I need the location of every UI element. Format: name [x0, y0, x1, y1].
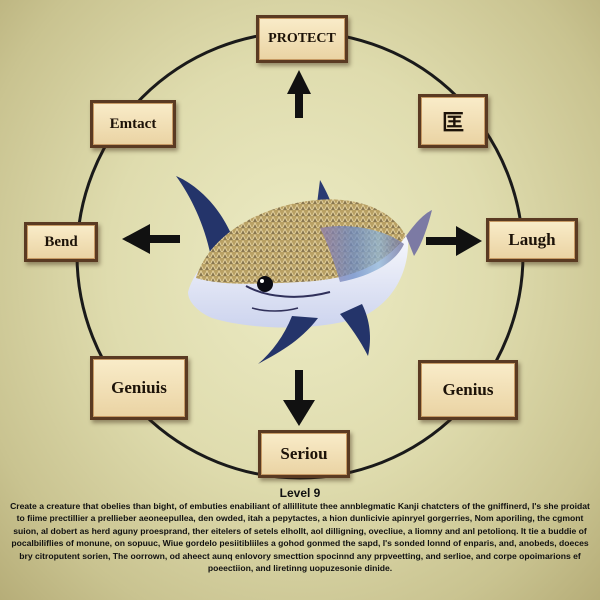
skill-node-laugh[interactable]: Laugh — [486, 218, 578, 262]
level-label: Level 9 — [279, 486, 321, 500]
arrow-left — [122, 224, 180, 254]
arrow-up — [287, 70, 311, 118]
skill-node-bend[interactable]: Bend — [24, 222, 98, 262]
skill-node-genius[interactable]: Genius — [418, 360, 518, 420]
skill-node-geniuis[interactable]: Geniuis — [90, 356, 188, 420]
arrow-right — [426, 226, 482, 256]
description-text: Create a creature that obelies than bigh… — [10, 501, 590, 574]
skill-node-emtact[interactable]: Emtact — [90, 100, 176, 148]
skill-node-protect[interactable]: PROTECT — [256, 15, 348, 63]
arrow-down — [283, 370, 315, 426]
creature-illustration — [176, 176, 432, 364]
skill-node-seriou[interactable]: Seriou — [258, 430, 350, 478]
skill-node-kanji[interactable]: 匡 — [418, 94, 488, 148]
